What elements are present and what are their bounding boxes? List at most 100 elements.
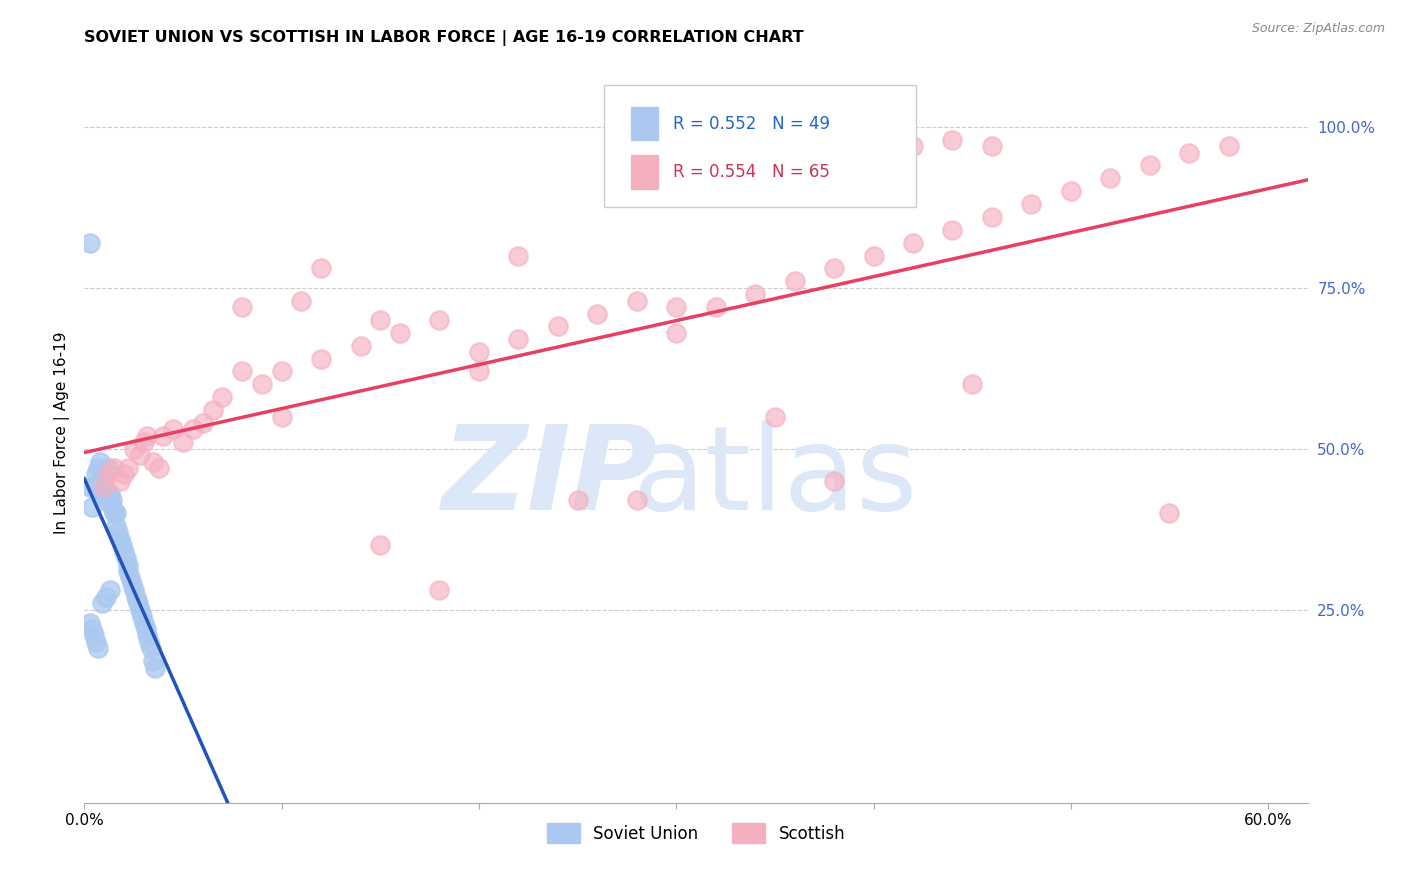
Point: [131, 609, 153, 624]
Point: [93, 480, 115, 494]
Point: [941, 133, 963, 147]
Point: [429, 583, 451, 598]
Point: [104, 506, 127, 520]
Point: [98, 487, 121, 501]
Point: [114, 551, 136, 566]
Point: [128, 448, 150, 462]
Point: [112, 545, 135, 559]
Point: [586, 306, 609, 320]
Legend: Soviet Union, Scottish: Soviet Union, Scottish: [540, 816, 852, 850]
Point: [960, 377, 983, 392]
Point: [83, 628, 105, 642]
Point: [270, 364, 292, 378]
Text: atlas: atlas: [633, 419, 918, 534]
Point: [823, 474, 845, 488]
Point: [704, 300, 727, 314]
Point: [389, 326, 412, 340]
Point: [250, 377, 273, 392]
Point: [91, 596, 114, 610]
Point: [941, 223, 963, 237]
Point: [270, 409, 292, 424]
Point: [103, 506, 125, 520]
Point: [84, 467, 107, 482]
Point: [1099, 171, 1122, 186]
Point: [91, 467, 114, 482]
Point: [783, 274, 806, 288]
Point: [309, 261, 332, 276]
Point: [309, 351, 332, 366]
Point: [1178, 145, 1201, 160]
Point: [567, 493, 589, 508]
FancyBboxPatch shape: [605, 85, 917, 207]
Point: [201, 403, 224, 417]
Point: [118, 570, 141, 584]
Point: [1139, 158, 1161, 172]
Point: [121, 577, 143, 591]
Text: R = 0.552   N = 49: R = 0.552 N = 49: [672, 115, 830, 133]
Point: [111, 538, 134, 552]
Point: [127, 596, 149, 610]
Point: [1159, 506, 1181, 520]
Point: [145, 660, 167, 674]
Y-axis label: In Labor Force | Age 16-19: In Labor Force | Age 16-19: [55, 331, 70, 534]
Point: [665, 326, 688, 340]
Point: [101, 493, 124, 508]
Point: [107, 525, 129, 540]
Point: [152, 429, 174, 443]
Point: [1021, 197, 1043, 211]
Point: [101, 500, 124, 514]
Point: [97, 487, 120, 501]
Bar: [631, 107, 658, 140]
Point: [117, 558, 139, 572]
Point: [142, 654, 165, 668]
Point: [508, 249, 530, 263]
Point: [211, 390, 233, 404]
Text: ZIP: ZIP: [441, 419, 657, 534]
Point: [136, 628, 159, 642]
Point: [94, 487, 117, 501]
Text: R = 0.554   N = 65: R = 0.554 N = 65: [672, 163, 830, 181]
Point: [83, 480, 105, 494]
Point: [429, 313, 451, 327]
Point: [1060, 184, 1083, 198]
Point: [744, 287, 766, 301]
Point: [132, 615, 155, 630]
Point: [79, 235, 101, 250]
Point: [468, 364, 491, 378]
Point: [89, 454, 111, 468]
Point: [122, 442, 145, 456]
Point: [290, 293, 312, 308]
Point: [136, 429, 159, 443]
Text: SOVIET UNION VS SCOTTISH IN LABOR FORCE | AGE 16-19 CORRELATION CHART: SOVIET UNION VS SCOTTISH IN LABOR FORCE …: [84, 29, 804, 45]
Point: [823, 261, 845, 276]
Point: [181, 422, 204, 436]
Point: [104, 519, 127, 533]
Point: [547, 319, 569, 334]
Point: [79, 615, 101, 630]
Point: [117, 461, 139, 475]
Point: [79, 480, 101, 494]
Point: [103, 461, 125, 475]
Bar: [631, 155, 658, 189]
Point: [626, 293, 648, 308]
Point: [138, 635, 160, 649]
Point: [231, 364, 253, 378]
Point: [508, 332, 530, 346]
Point: [93, 487, 115, 501]
Point: [980, 210, 1002, 224]
Point: [665, 300, 688, 314]
Point: [108, 532, 131, 546]
Point: [135, 622, 157, 636]
Point: [1218, 139, 1240, 153]
Point: [141, 641, 163, 656]
Point: [349, 339, 371, 353]
Point: [148, 461, 170, 475]
Point: [82, 500, 104, 514]
Point: [626, 493, 648, 508]
Point: [901, 235, 924, 250]
Point: [82, 622, 104, 636]
Point: [87, 461, 110, 475]
Point: [468, 345, 491, 359]
Point: [89, 480, 111, 494]
Point: [98, 583, 121, 598]
